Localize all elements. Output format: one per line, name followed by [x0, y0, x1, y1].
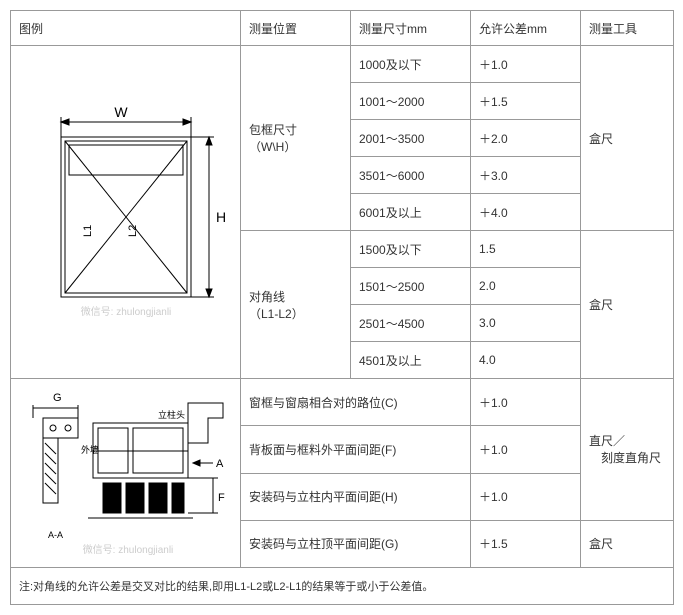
- tol-cell: ＋2.0: [471, 120, 581, 157]
- watermark-1: 微信号: zhulongjianli: [80, 305, 171, 318]
- tool-cell: 盒尺: [581, 520, 674, 567]
- footnote-row: 注:对角线的允许公差是交叉对比的结果,即用L1-L2或L2-L1的结果等于或小于…: [11, 568, 674, 605]
- size-cell: 1001～2000: [351, 83, 471, 120]
- pos-cell: 窗框与窗扇相合对的路位(C): [241, 379, 471, 426]
- pos-cell: 背板面与框料外平面间距(F): [241, 426, 471, 473]
- label-h: H: [215, 209, 225, 225]
- size-cell: 6001及以上: [351, 194, 471, 231]
- tol-cell: ＋1.5: [471, 520, 581, 567]
- diagram-frame: W H L1 L2 微信号: zhulongjianli: [11, 46, 241, 379]
- label-a: A: [216, 458, 224, 470]
- table-row: G A F 外墙 立柱头 A-A 微信号: zhulongjianli 窗框与窗…: [11, 379, 674, 426]
- size-cell: 2001～3500: [351, 120, 471, 157]
- size-cell: 1500及以下: [351, 231, 471, 268]
- pos-diagonal: 对角线 （L1-L2）: [241, 231, 351, 379]
- label-wall: 外墙: [81, 444, 99, 455]
- size-cell: 1501～2500: [351, 268, 471, 305]
- header-row: 图例 测量位置 测量尺寸mm 允许公差mm 测量工具: [11, 11, 674, 46]
- tol-cell: ＋1.5: [471, 83, 581, 120]
- label-g: G: [53, 392, 62, 404]
- pos-frame: 包框尺寸 （W\H）: [241, 46, 351, 231]
- pos-cell: 安装码与立柱内平面间距(H): [241, 473, 471, 520]
- size-cell: 1000及以下: [351, 46, 471, 83]
- header-tool: 测量工具: [581, 11, 674, 46]
- label-w: W: [114, 104, 128, 120]
- label-post: 立柱头: [158, 409, 185, 420]
- frame-svg: W H L1 L2 微信号: zhulongjianli: [21, 97, 231, 327]
- label-f: F: [218, 492, 225, 504]
- header-diagram: 图例: [11, 11, 241, 46]
- size-cell: 4501及以上: [351, 342, 471, 379]
- watermark-2: 微信号: zhulongjianli: [83, 543, 174, 556]
- tol-cell: 1.5: [471, 231, 581, 268]
- size-cell: 3501～6000: [351, 157, 471, 194]
- size-cell: 2501～4500: [351, 305, 471, 342]
- tol-cell: ＋3.0: [471, 157, 581, 194]
- tol-cell: ＋1.0: [471, 46, 581, 83]
- table-row: W H L1 L2 微信号: zhulongjianli 包框尺寸 （W\H） …: [11, 46, 674, 83]
- tol-cell: ＋1.0: [471, 473, 581, 520]
- label-aa: A-A: [48, 530, 63, 540]
- pos-cell: 安装码与立柱顶平面间距(G): [241, 520, 471, 567]
- label-l2: L2: [127, 225, 139, 237]
- tol-cell: ＋4.0: [471, 194, 581, 231]
- tool-cell: 盒尺: [581, 231, 674, 379]
- tol-cell: ＋1.0: [471, 379, 581, 426]
- header-tolerance: 允许公差mm: [471, 11, 581, 46]
- tol-cell: 3.0: [471, 305, 581, 342]
- header-size: 测量尺寸mm: [351, 11, 471, 46]
- tol-cell: 2.0: [471, 268, 581, 305]
- spec-table: 图例 测量位置 测量尺寸mm 允许公差mm 测量工具: [10, 10, 674, 605]
- tool-cell: 盒尺: [581, 46, 674, 231]
- section-svg: G A F 外墙 立柱头 A-A 微信号: zhulongjianli: [18, 383, 233, 563]
- tol-cell: ＋1.0: [471, 426, 581, 473]
- footnote-text: 注:对角线的允许公差是交叉对比的结果,即用L1-L2或L2-L1的结果等于或小于…: [11, 568, 674, 605]
- header-position: 测量位置: [241, 11, 351, 46]
- label-l1: L1: [82, 225, 94, 237]
- diagram-section: G A F 外墙 立柱头 A-A 微信号: zhulongjianli: [11, 379, 241, 568]
- tool-cell: 直尺／ 刻度直角尺: [581, 379, 674, 521]
- tol-cell: 4.0: [471, 342, 581, 379]
